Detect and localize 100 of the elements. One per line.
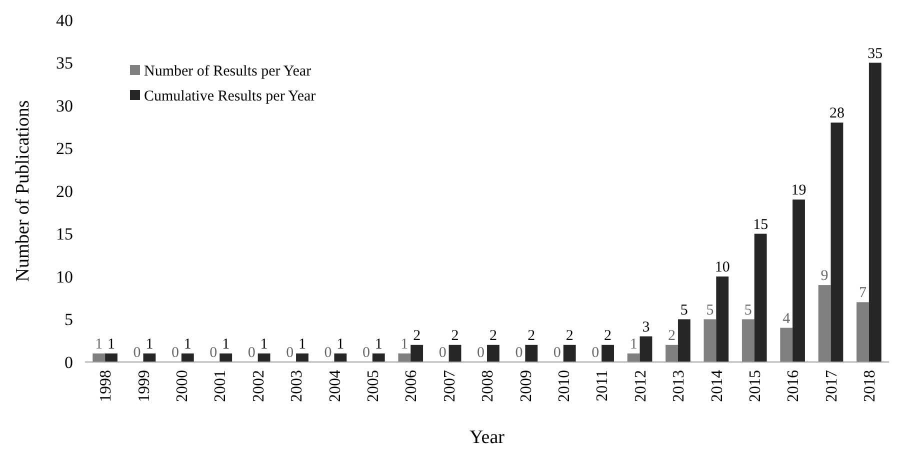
y-tick-label: 40: [56, 10, 73, 30]
data-label: 0: [171, 345, 179, 361]
data-label: 2: [668, 328, 676, 344]
bar: [334, 353, 347, 362]
bar: [868, 62, 882, 362]
data-label: 4: [782, 310, 791, 327]
bar: [398, 353, 411, 362]
data-label: 10: [714, 260, 730, 276]
bar: [525, 344, 538, 362]
data-label: 2: [413, 328, 421, 344]
x-tick-label: 2018: [862, 370, 879, 402]
bar: [372, 353, 385, 362]
data-label: 1: [260, 336, 268, 352]
data-label: 2: [566, 328, 574, 344]
x-tick-label: 2016: [785, 370, 802, 402]
data-label: 0: [438, 345, 446, 361]
x-tick-label: 2006: [403, 370, 420, 402]
data-label: 0: [477, 345, 485, 361]
bar: [830, 122, 844, 362]
bar: [818, 285, 831, 362]
y-tick-label: 30: [56, 96, 73, 116]
data-label: 1: [95, 336, 103, 352]
x-tick-label: 2003: [288, 370, 306, 402]
data-label: 2: [451, 328, 459, 344]
x-tick-label: 2004: [326, 370, 344, 402]
x-axis-title: Year: [469, 427, 506, 448]
data-label: 2: [604, 328, 612, 344]
bar: [448, 344, 462, 362]
data-label: 1: [298, 336, 306, 352]
data-label: 35: [868, 46, 883, 62]
y-tick-label: 10: [56, 267, 73, 286]
x-tick-label: 2014: [708, 370, 726, 402]
data-label: 0: [210, 345, 218, 361]
data-label: 19: [791, 182, 806, 199]
legend-label: Cumulative Results per Year: [144, 88, 316, 104]
bar: [258, 353, 270, 362]
x-tick-label: 2001: [212, 370, 230, 402]
data-label: 1: [374, 336, 382, 352]
bar: [856, 302, 869, 362]
x-tick-label: 2009: [518, 370, 535, 402]
bar: [296, 353, 308, 362]
data-label: 3: [642, 319, 650, 336]
data-label: 9: [820, 268, 828, 284]
data-label: 1: [146, 336, 154, 352]
bar: [410, 344, 424, 362]
data-label: 0: [248, 345, 256, 361]
x-tick-label: 2002: [250, 370, 268, 402]
data-label: 0: [133, 345, 141, 361]
x-tick-label: 2010: [556, 370, 573, 402]
x-tick-label: 1999: [136, 370, 153, 402]
y-tick-label: 20: [56, 182, 73, 201]
bar: [678, 319, 690, 362]
data-label: 5: [706, 302, 714, 318]
data-label: 7: [858, 285, 867, 302]
y-axis-title: Number of Publications: [12, 100, 34, 282]
bar: [602, 344, 614, 362]
data-label: 0: [515, 345, 523, 361]
x-tick-label: 2012: [632, 370, 650, 402]
bar: [754, 234, 767, 362]
bar: [704, 319, 716, 362]
bar: [742, 319, 754, 362]
bar: [780, 328, 793, 362]
x-tick-label: 2017: [823, 370, 840, 402]
data-label: 28: [829, 106, 844, 122]
y-tick-label: 25: [56, 139, 73, 158]
data-label: 1: [630, 336, 638, 352]
x-tick-label: 2007: [441, 370, 458, 402]
x-tick-label: 2015: [746, 370, 764, 402]
y-tick-label: 5: [64, 310, 73, 330]
data-label: 2: [528, 328, 536, 344]
data-label: 1: [184, 336, 192, 352]
data-label: 1: [336, 336, 344, 352]
bar: [792, 200, 805, 362]
y-tick-label: 35: [56, 54, 73, 73]
bar: [143, 353, 156, 362]
data-label: 0: [362, 345, 370, 361]
bar: [487, 344, 500, 362]
x-tick-label: 2013: [670, 370, 688, 402]
bar: [105, 353, 118, 362]
bar: [640, 336, 652, 362]
data-label: 5: [744, 302, 752, 318]
data-label: 1: [400, 336, 408, 352]
data-label: 5: [680, 302, 688, 318]
x-tick-label: 2008: [480, 370, 497, 402]
bar: [563, 344, 576, 362]
data-label: 15: [753, 216, 768, 233]
x-tick-label: 2000: [174, 370, 192, 402]
data-label: 1: [222, 336, 230, 352]
x-tick-label: 2005: [365, 370, 382, 402]
data-label: 0: [553, 345, 561, 361]
bar: [92, 353, 106, 362]
legend-label: Number of Results per Year: [144, 63, 312, 80]
bar: [627, 353, 640, 362]
data-label: 2: [489, 328, 497, 344]
data-label: 0: [592, 345, 600, 361]
data-label: 0: [324, 345, 332, 361]
x-tick-label: 2011: [594, 370, 612, 402]
y-tick-label: 0: [64, 352, 73, 372]
x-tick-label: 1998: [98, 370, 115, 402]
bar: [220, 353, 232, 362]
